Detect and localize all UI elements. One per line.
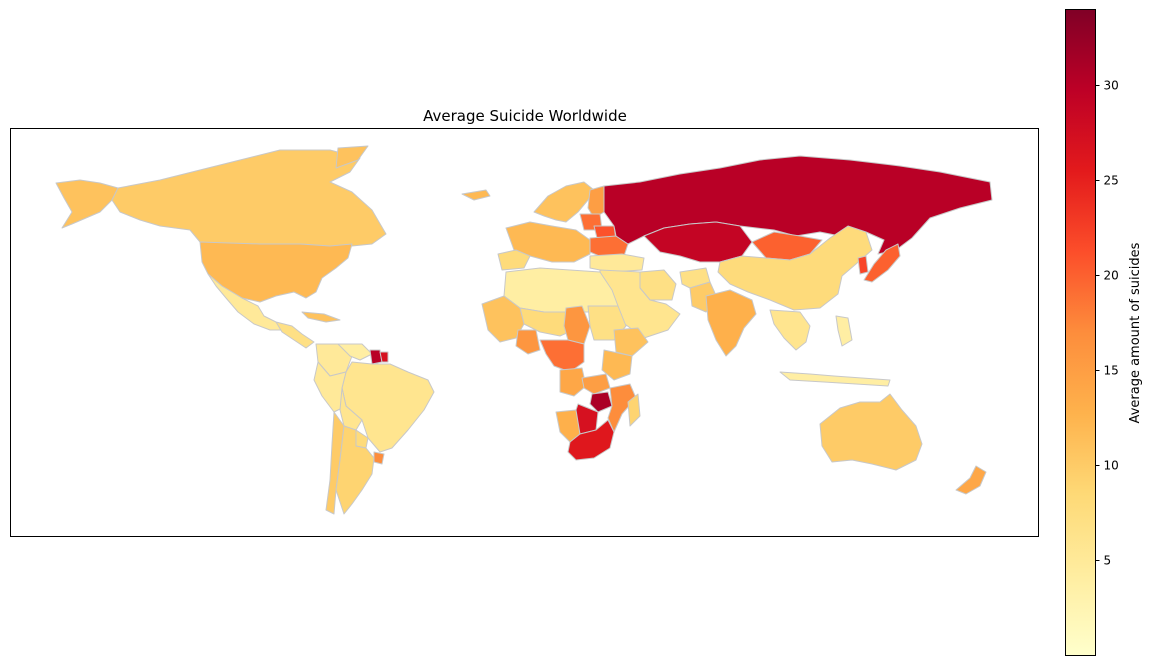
region-argentina [335, 425, 375, 515]
region-indonesia [779, 371, 891, 387]
region-zambia [581, 373, 611, 395]
region-ethiopia [613, 327, 649, 357]
region-zimbabwe [589, 391, 613, 413]
region-venezuela [337, 343, 373, 361]
region-canada [111, 149, 387, 247]
map-title: Average Suicide Worldwide [423, 107, 627, 125]
region-scandinavia [533, 181, 595, 223]
colorbar-tick-label: 20 [1104, 269, 1119, 283]
region-uruguay [373, 451, 385, 465]
region-central-america [275, 321, 315, 349]
region-new-zealand [955, 465, 987, 495]
region-turkey [589, 253, 645, 273]
colorbar-label: Average amount of suicides [1128, 242, 1143, 423]
region-kazakhstan [643, 221, 753, 263]
region-cuba [301, 311, 341, 323]
colorbar-tick-label: 15 [1104, 364, 1119, 378]
region-iberia [497, 249, 531, 271]
region-australia [819, 393, 923, 471]
map-regions [55, 145, 993, 515]
colorbar-ticks: 5 10 15 20 25 30 [1095, 79, 1119, 568]
region-greenland [335, 145, 369, 169]
region-alaska [55, 179, 119, 229]
region-angola [559, 367, 587, 397]
region-southeast-asia [769, 309, 811, 351]
region-central-africa [539, 339, 585, 373]
region-north-africa [503, 267, 619, 313]
colorbar-tick-label: 10 [1104, 459, 1119, 473]
region-south-africa [567, 419, 615, 461]
region-korea [857, 255, 869, 275]
colorbar-tick-label: 5 [1104, 554, 1112, 568]
region-suriname [379, 351, 389, 363]
region-nigeria [515, 329, 541, 355]
colorbar-tick-label: 30 [1104, 79, 1119, 93]
colorbar [1065, 9, 1096, 656]
region-madagascar [627, 393, 641, 427]
region-india [705, 289, 757, 357]
region-iceland [461, 189, 491, 201]
colorbar-tick-label: 25 [1104, 174, 1119, 188]
region-east-africa [601, 349, 633, 381]
region-china [717, 225, 873, 311]
region-philippines [835, 315, 853, 347]
region-mozambique [607, 383, 637, 433]
region-japan [863, 243, 901, 283]
